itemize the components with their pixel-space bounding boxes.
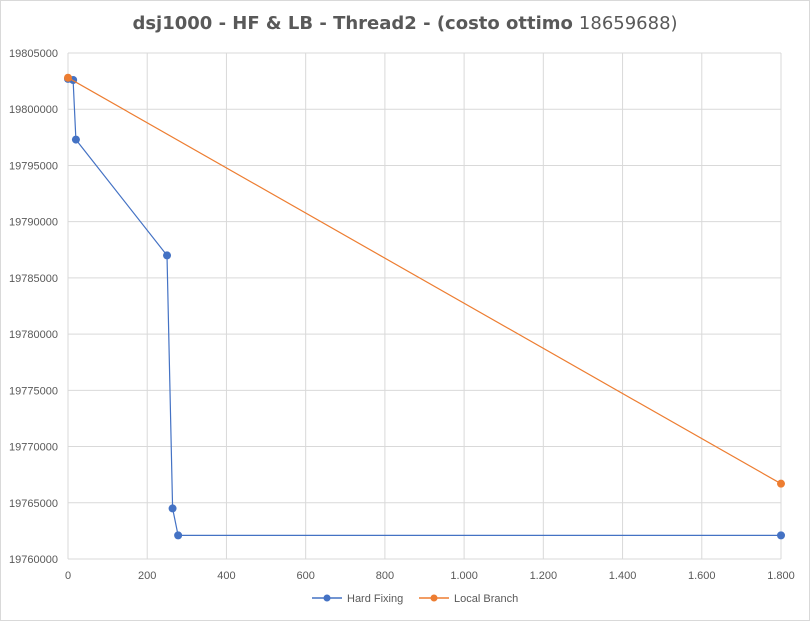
x-tick-label: 1.600 bbox=[688, 570, 716, 582]
data-point bbox=[174, 531, 183, 540]
legend-label: Hard Fixing bbox=[347, 593, 403, 605]
legend-swatch-marker bbox=[323, 594, 331, 602]
data-point bbox=[777, 479, 785, 488]
x-tick-label: 1.800 bbox=[767, 570, 795, 582]
series-line bbox=[67, 77, 782, 485]
x-tick-label: 0 bbox=[65, 570, 71, 582]
x-tick-label: 1.000 bbox=[450, 570, 478, 582]
x-tick-label: 1.400 bbox=[609, 570, 637, 582]
data-point bbox=[163, 251, 172, 260]
data-point bbox=[71, 135, 80, 144]
x-tick-label: 200 bbox=[138, 570, 156, 582]
legend-label: Local Branch bbox=[454, 593, 518, 605]
series-line bbox=[67, 78, 781, 537]
y-tick-label: 19800000 bbox=[9, 104, 58, 116]
axes: 0 200 400 600 800 1.000 1.200 1.400 1.600 1.800 19… bbox=[9, 48, 795, 582]
y-tick-label: 19775000 bbox=[9, 385, 58, 397]
grid bbox=[67, 52, 782, 560]
y-tick-label: 19770000 bbox=[9, 442, 58, 454]
plot-area bbox=[64, 73, 785, 540]
x-tick-label: 1.200 bbox=[530, 570, 558, 582]
y-tick-label: 19790000 bbox=[9, 217, 58, 229]
x-tick-label: 600 bbox=[296, 570, 314, 582]
x-tick-label: 400 bbox=[217, 570, 235, 582]
data-point bbox=[168, 504, 177, 513]
data-point bbox=[777, 531, 785, 540]
data-point bbox=[64, 73, 72, 82]
y-tick-label: 19805000 bbox=[9, 48, 58, 60]
chart-title-value: 18659688) bbox=[579, 13, 678, 34]
y-tick-label: 19795000 bbox=[9, 160, 58, 172]
y-tick-label: 19785000 bbox=[9, 273, 58, 285]
y-tick-label: 19760000 bbox=[9, 554, 58, 566]
y-tick-label: 19780000 bbox=[9, 329, 58, 341]
chart-title: dsj1000 - HF & LB - Thread2 - (costo ott… bbox=[132, 13, 677, 34]
chart-title-text: dsj1000 - HF & LB - Thread2 - (costo ott… bbox=[132, 13, 572, 34]
legend: Hard Fixing Local Branch bbox=[312, 593, 518, 605]
y-tick-label: 19765000 bbox=[9, 498, 58, 510]
legend-swatch-marker bbox=[430, 594, 438, 602]
x-tick-label: 800 bbox=[376, 570, 394, 582]
